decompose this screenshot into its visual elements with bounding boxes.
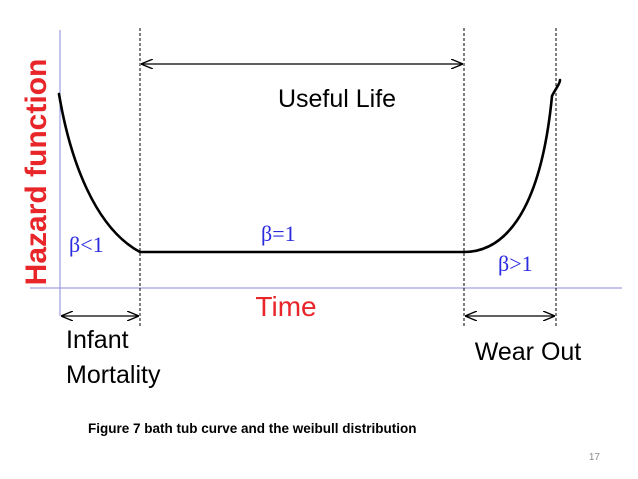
y-axis-label: Hazard function [20, 59, 53, 286]
bathtub-curve [57, 78, 562, 254]
infant-label-line2: Mortality [66, 361, 161, 389]
beta-decreasing-label: β<1 [69, 232, 104, 257]
x-axis-label: Time [255, 291, 316, 322]
beta-constant-label: β=1 [261, 221, 296, 246]
beta-increasing-label: β>1 [498, 251, 533, 276]
wear-out-label: Wear Out [475, 338, 582, 366]
figure-caption: Figure 7 bath tub curve and the weibull … [88, 421, 417, 436]
useful-life-label: Useful Life [278, 85, 396, 113]
page-number: 17 [588, 452, 600, 463]
infant-label-line1: Infant [66, 326, 129, 354]
